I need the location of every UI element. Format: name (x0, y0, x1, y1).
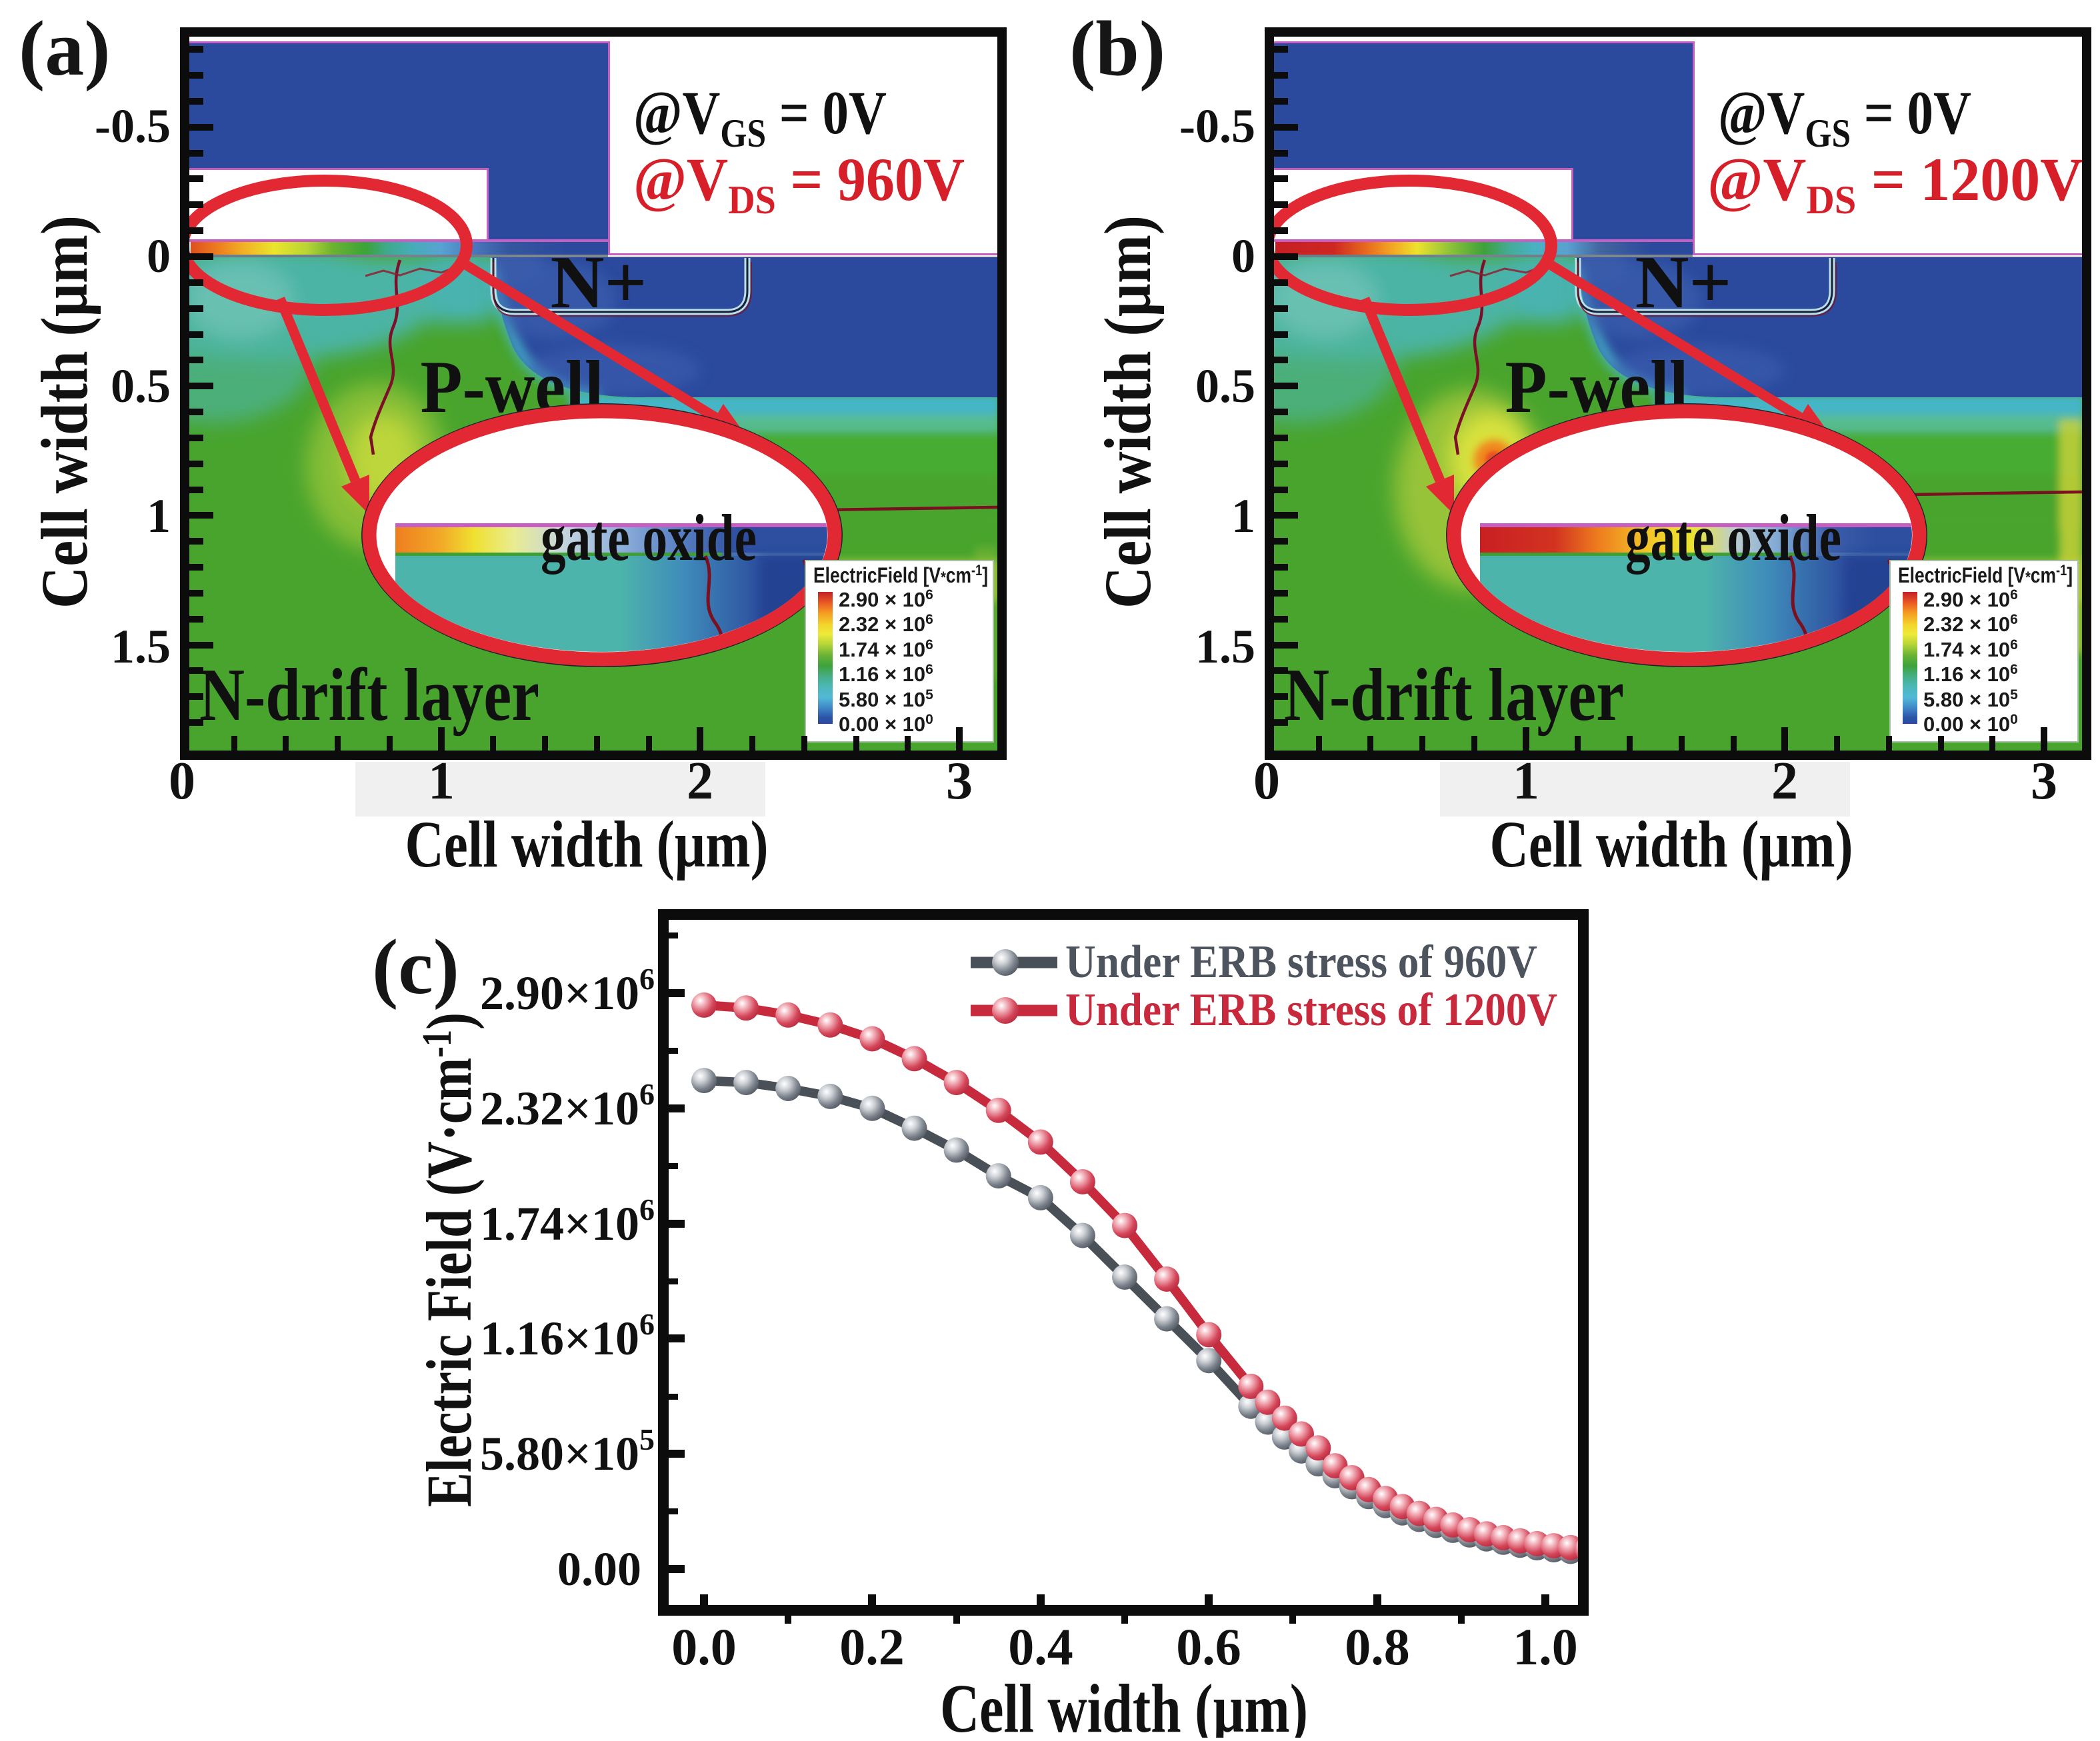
svg-text:1: 1 (1513, 752, 1539, 811)
svg-text:gate oxide: gate oxide (1625, 501, 1841, 575)
svg-text:0.00: 0.00 (557, 1542, 641, 1596)
svg-text:2.90 × 106: 2.90 × 106 (839, 587, 933, 611)
svg-text:(a): (a) (19, 5, 111, 92)
svg-text:Under ERB stress of 960V: Under ERB stress of 960V (1065, 936, 1537, 988)
svg-text:@VDS = 1200V: @VDS = 1200V (1707, 145, 2083, 222)
svg-text:0: 0 (169, 752, 195, 811)
svg-text:(c): (c) (372, 923, 459, 1010)
svg-text:0.00 × 100: 0.00 × 100 (839, 712, 933, 736)
svg-text:1.5: 1.5 (1195, 620, 1255, 673)
svg-text:1: 1 (147, 489, 171, 543)
svg-text:Cell width (µm): Cell width (µm) (940, 1670, 1308, 1738)
svg-text:2.90 × 106: 2.90 × 106 (1923, 587, 2018, 611)
svg-text:1: 1 (1231, 489, 1255, 543)
svg-text:2.32 × 106: 2.32 × 106 (839, 612, 933, 636)
svg-text:-0.5: -0.5 (95, 99, 171, 153)
svg-text:0.0: 0.0 (671, 1618, 737, 1676)
svg-text:1.16 × 106: 1.16 × 106 (839, 662, 933, 686)
svg-text:Cell width (µm): Cell width (µm) (27, 215, 101, 609)
svg-text:Cell width (µm): Cell width (µm) (1490, 807, 1853, 881)
svg-text:(b): (b) (1069, 5, 1165, 92)
svg-text:N-drift layer: N-drift layer (1284, 654, 1624, 737)
svg-text:2.32×106: 2.32×106 (480, 1077, 655, 1135)
svg-text:0: 0 (1231, 229, 1255, 283)
svg-text:@VDS = 960V: @VDS = 960V (633, 145, 965, 222)
svg-text:0.00 × 100: 0.00 × 100 (1923, 712, 2018, 736)
svg-text:1.16×106: 1.16×106 (480, 1307, 655, 1365)
svg-text:N-drift layer: N-drift layer (199, 654, 539, 737)
svg-text:0.2: 0.2 (839, 1618, 905, 1676)
svg-text:N+: N+ (551, 241, 647, 324)
svg-text:0.8: 0.8 (1345, 1618, 1410, 1676)
svg-text:1.0: 1.0 (1513, 1618, 1578, 1676)
svg-text:-0.5: -0.5 (1179, 99, 1255, 153)
svg-text:0.4: 0.4 (1008, 1618, 1073, 1676)
svg-text:1.5: 1.5 (111, 620, 171, 673)
svg-text:2.32 × 106: 2.32 × 106 (1923, 612, 2018, 636)
svg-text:N+: N+ (1635, 241, 1732, 324)
svg-text:3: 3 (946, 752, 973, 811)
svg-text:0.5: 0.5 (111, 359, 171, 413)
svg-text:Electric Field (V·cm-1): Electric Field (V·cm-1) (413, 1012, 485, 1507)
svg-text:0: 0 (1253, 752, 1280, 811)
svg-text:2: 2 (687, 752, 713, 811)
svg-text:1: 1 (428, 752, 455, 811)
svg-text:@VGS = 0V: @VGS = 0V (633, 79, 887, 155)
svg-text:gate oxide: gate oxide (541, 501, 757, 575)
svg-text:Cell width (µm): Cell width (µm) (405, 807, 769, 881)
svg-text:Under ERB stress of 1200V: Under ERB stress of 1200V (1065, 984, 1557, 1036)
svg-text:1.74×106: 1.74×106 (480, 1192, 655, 1250)
svg-text:Cell width (µm): Cell width (µm) (1091, 215, 1165, 609)
svg-text:0: 0 (147, 229, 171, 283)
svg-text:3: 3 (2031, 752, 2057, 811)
svg-text:1.74 × 106: 1.74 × 106 (1923, 637, 2018, 661)
svg-text:5.80 × 105: 5.80 × 105 (1923, 687, 2018, 711)
svg-text:ElectricField [V*cm-1]: ElectricField [V*cm-1] (1898, 562, 2073, 587)
svg-text:2.90×106: 2.90×106 (480, 962, 655, 1020)
svg-text:0.5: 0.5 (1195, 359, 1255, 413)
svg-text:5.80 × 105: 5.80 × 105 (839, 687, 933, 711)
svg-text:ElectricField [V*cm-1]: ElectricField [V*cm-1] (813, 562, 988, 587)
svg-text:1.74 × 106: 1.74 × 106 (839, 637, 933, 661)
svg-text:2: 2 (1771, 752, 1798, 811)
svg-text:1.16 × 106: 1.16 × 106 (1923, 662, 2018, 686)
svg-text:0.6: 0.6 (1176, 1618, 1241, 1676)
svg-text:5.80×105: 5.80×105 (480, 1422, 655, 1480)
